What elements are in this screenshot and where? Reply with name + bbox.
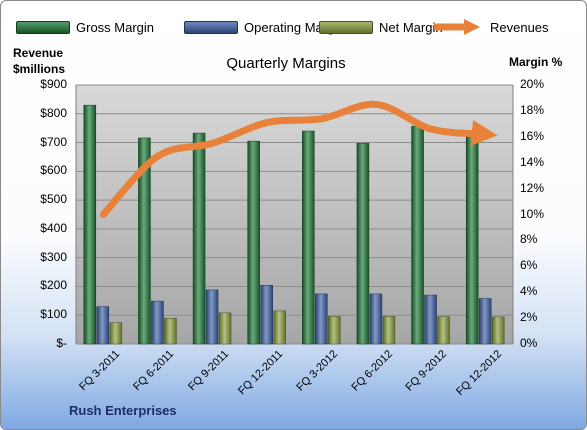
right-tick-label: 10% [520,206,545,221]
operating-margin-bar [205,289,219,345]
gross-margin-bar [411,125,424,345]
net-margin-bar [273,310,286,345]
left-tick-label: $900 [40,77,67,91]
right-tick-label: 8% [520,232,538,247]
left-tick-label: $200 [40,278,67,293]
legend-swatch [184,20,238,34]
gross-margin-bar [302,130,315,345]
net-margin-bar [328,316,341,345]
operating-margin-bar [96,306,110,345]
net-margin-bar [218,312,232,345]
left-tick-label: $100 [40,307,67,322]
net-margin-bar [164,318,177,345]
legend-swatch [16,20,70,34]
gross-margin-bar [356,142,370,345]
legend-item: Net Margin [319,17,443,37]
legend-label: Gross Margin [76,19,155,35]
right-tick-label: 20% [520,77,545,91]
gross-margin-bar [192,132,206,345]
right-tick-label: 14% [520,154,545,169]
chart-title: Quarterly Margins [226,55,346,72]
left-axis-title-line-1: Revenue [13,46,64,60]
gross-margin-bar [138,137,151,345]
right-tick-label: 6% [520,258,538,273]
revenues-line [99,100,498,218]
right-tick-label: 16% [520,128,545,143]
bars-group [83,104,505,345]
left-axis-title-line-2: $millions [13,62,66,76]
revenue-line-group [99,100,498,218]
right-axis-title: Margin % [509,55,563,69]
legend-label: Revenues [490,19,549,35]
legend-arrowhead [464,19,480,35]
operating-margin-bar [151,300,164,345]
right-tick-label: 18% [520,102,545,117]
operating-margin-bar [260,285,273,345]
legend-item: Revenues [434,17,549,37]
net-margin-bar [437,316,450,345]
net-margin-bar [382,316,396,345]
operating-margin-bar [369,293,383,345]
gross-margin-bar [83,104,97,345]
legend-label: Net Margin [379,19,443,35]
left-tick-label: $- [56,336,67,350]
gross-margin-bar [465,135,479,345]
company-name: Rush Enterprises [69,403,177,418]
legend-swatch-arrow [434,19,480,35]
legend-item: Gross Margin [16,17,154,37]
left-tick-label: $600 [40,163,67,178]
net-margin-bar [491,316,505,345]
legend-swatch [319,20,373,34]
left-tick-label: $700 [40,134,67,149]
left-tick-label: $400 [40,220,67,235]
left-tick-label: $800 [40,105,67,120]
left-tick-label: $500 [40,192,67,207]
right-tick-label: 4% [520,284,538,299]
operating-margin-bar [315,293,328,345]
left-tick-label: $300 [40,249,67,264]
gross-margin-bar [247,140,260,345]
legend: Gross Margin Operating Margin Net Margin Re… [1,17,586,37]
right-tick-label: 0% [520,336,538,350]
right-tick-label: 2% [520,310,538,325]
operating-margin-bar [424,294,437,345]
right-tick-label: 12% [520,180,545,195]
net-margin-bar [109,322,123,345]
left-axis-title: Revenue $millions [13,45,65,77]
operating-margin-bar [478,298,492,345]
